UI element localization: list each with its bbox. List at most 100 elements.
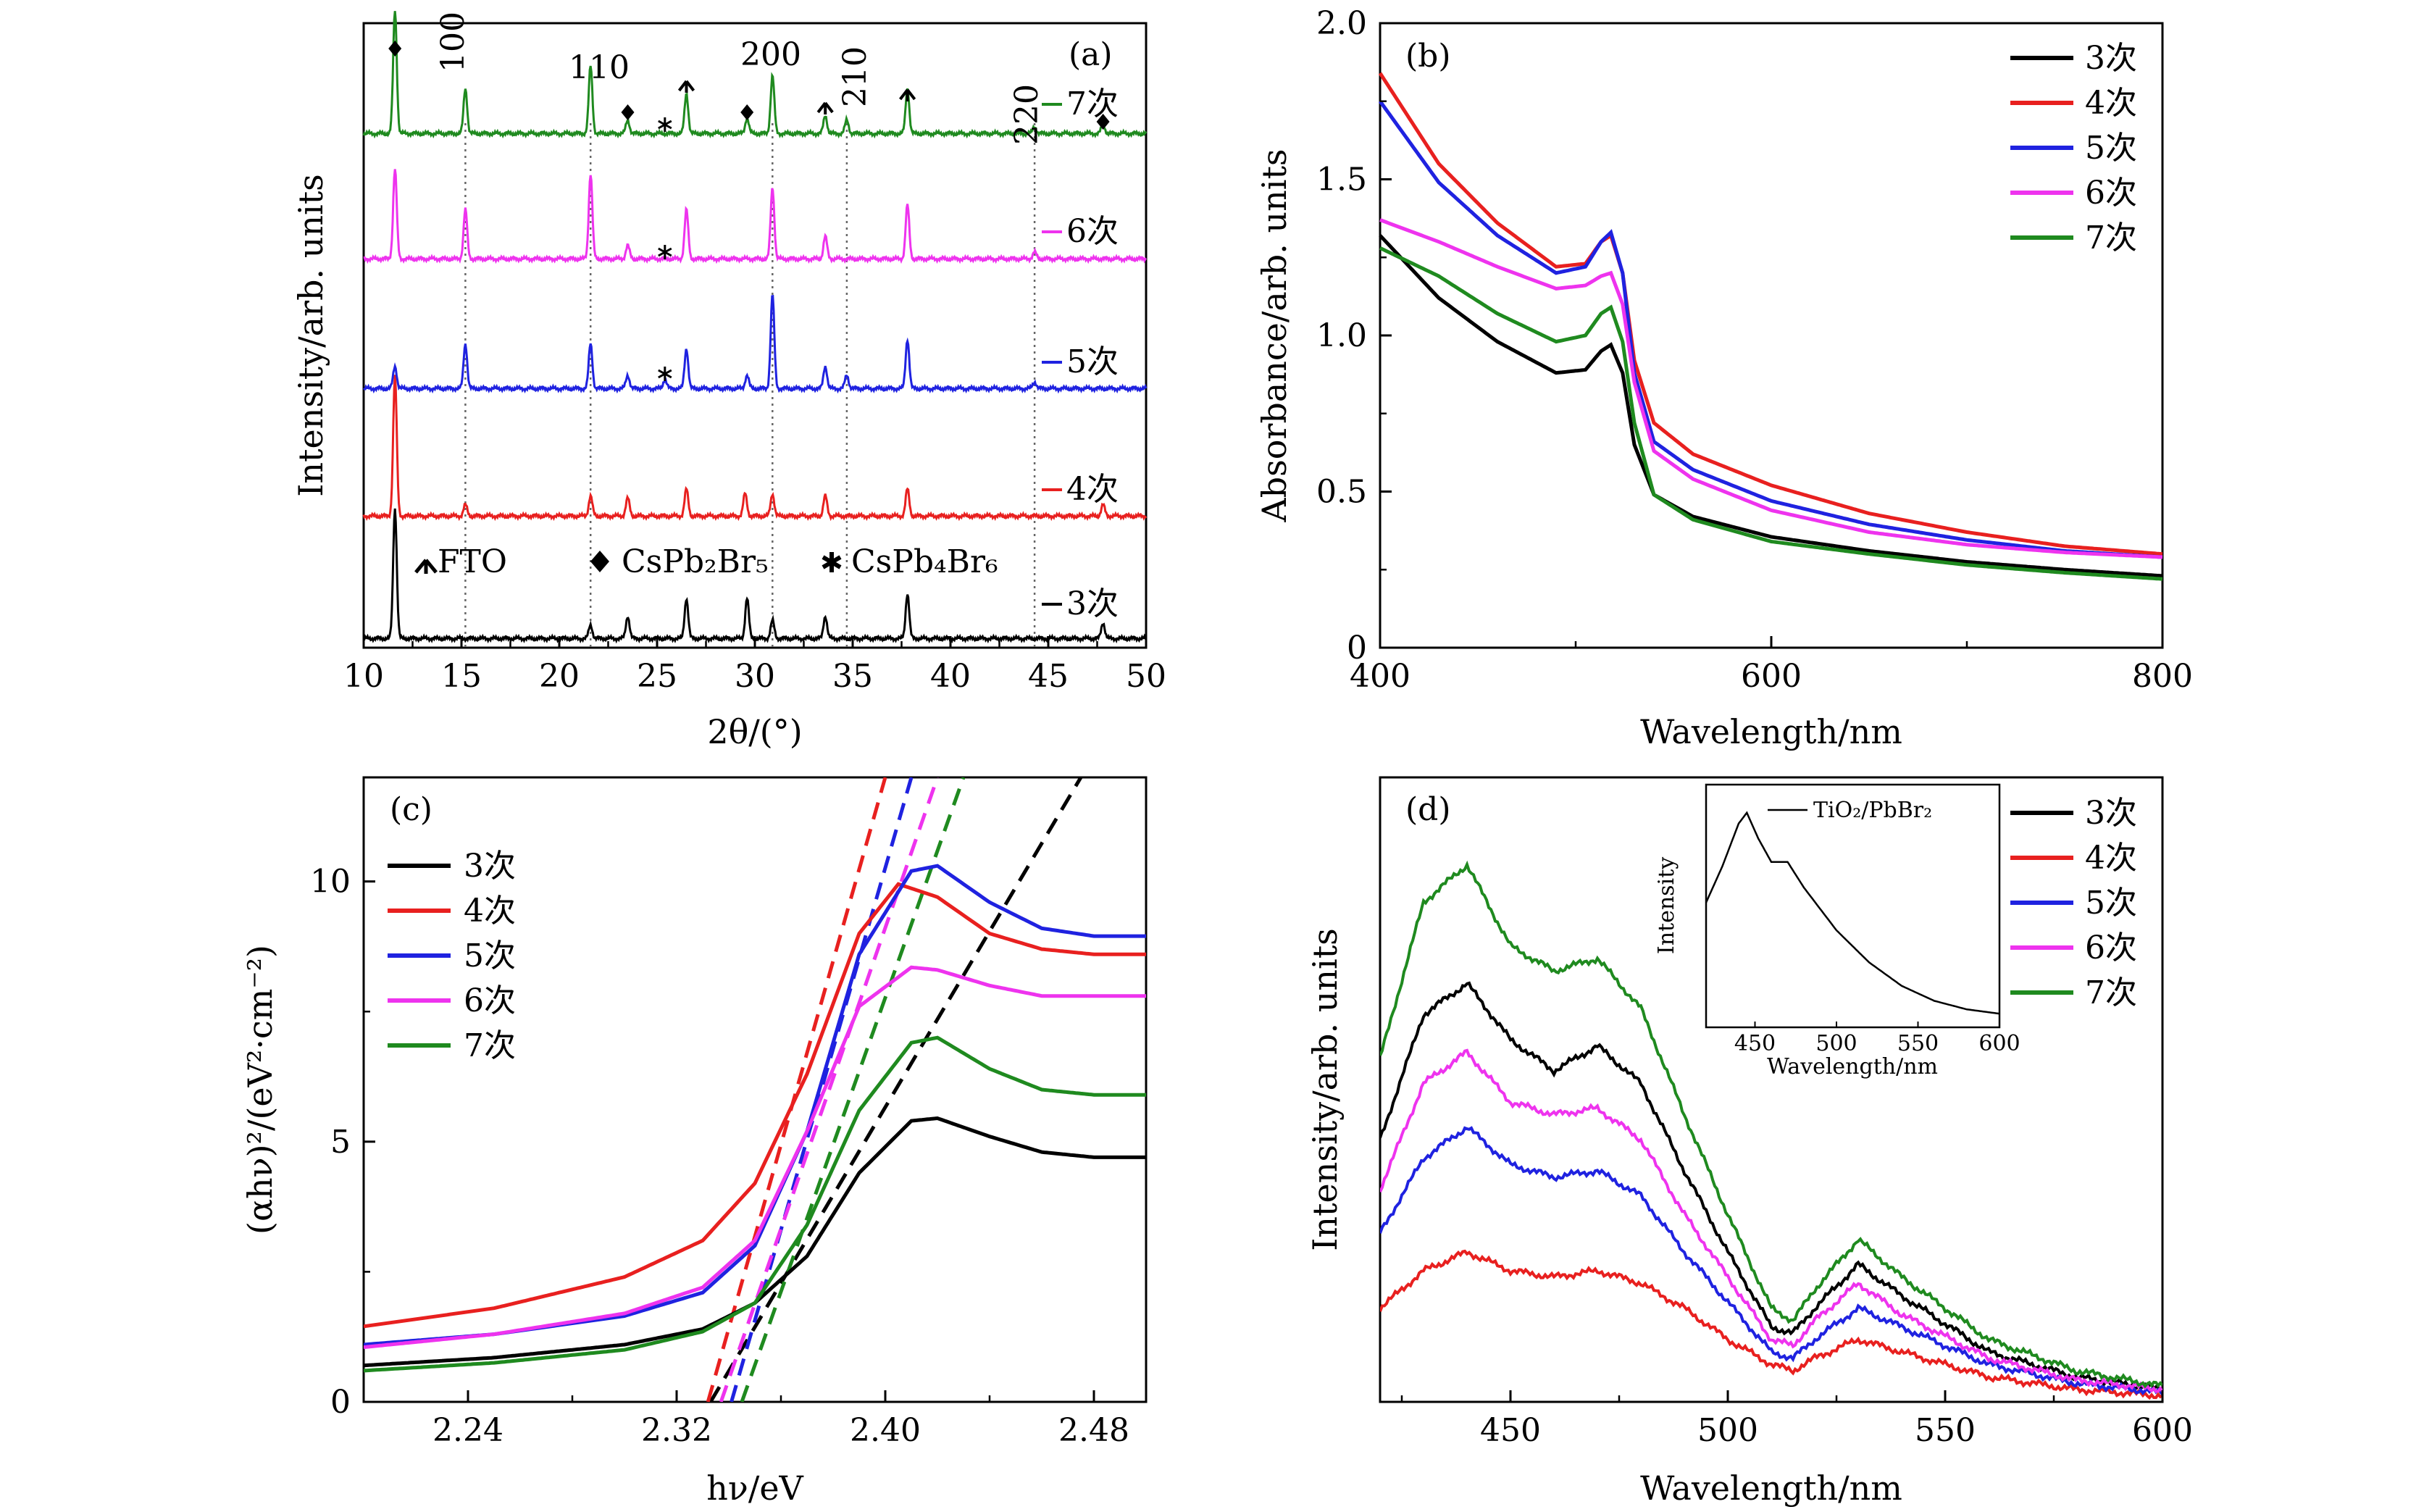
- panel-a-x-ticks: 10 15 20 25 30 35 40 45 50: [343, 636, 1166, 695]
- panel-a-phase-markers: [388, 41, 1110, 381]
- panel-b-legend: 3次 4次 5次 6次 7次: [2010, 40, 2137, 256]
- y-tick-label: 10: [310, 864, 351, 901]
- panel-d-ticks: 450 500 550 600: [1400, 1390, 2193, 1449]
- tangent-line: [706, 777, 887, 1402]
- panel-c-tangent-lines: [706, 777, 1083, 1402]
- x-tick-label: 20: [539, 658, 580, 695]
- x-tick-label: 450: [1480, 1412, 1541, 1449]
- legend-fto-label: FTO: [438, 543, 507, 580]
- cspb2br5-marker: [740, 104, 754, 120]
- series-3次-absorbance: [1379, 234, 2163, 578]
- x-tick-label: 2.24: [432, 1412, 503, 1449]
- legend-cspb4br6-label: CsPb₄Br₆: [851, 543, 998, 580]
- x-tick-label: 15: [441, 658, 482, 695]
- legend-label: 7次: [464, 1027, 516, 1064]
- panel-a-curve-labels: 7次 6次 5次 4次 3次: [1042, 85, 1119, 622]
- series-5次-pattern: [362, 294, 1148, 394]
- inset-ylabel: Intensity: [1654, 857, 1679, 954]
- legend-label: 5次: [2085, 130, 2137, 167]
- tangent-line: [709, 777, 1083, 1402]
- series-5次-absorbance: [1378, 100, 2163, 559]
- tangent-line: [730, 777, 914, 1402]
- legend-label: 4次: [2085, 840, 2137, 877]
- series-6次-pl: [1380, 1048, 2162, 1393]
- legend-label: 3次: [464, 848, 516, 885]
- cspb4br6-marker: [658, 117, 672, 132]
- cspb2br5-marker: [1096, 114, 1110, 130]
- series-4次-pl: [1380, 1249, 2162, 1400]
- panel-c-tauc: (c) 2.24 2.32 2.40 2.48 0 5 10 3次 4次 5次 6次 7次 hν/e…: [241, 776, 1148, 1508]
- series-4次-pattern: [362, 375, 1148, 522]
- legend-label: 6次: [2085, 930, 2137, 966]
- panel-c-series: [364, 864, 1146, 1373]
- x-tick-label: 40: [930, 658, 971, 695]
- series-5次-pl: [1380, 1126, 2162, 1395]
- panel-c-xlabel: hν/eV: [706, 1469, 803, 1508]
- peak-label-210: 210: [837, 46, 874, 107]
- x-tick-label: 30: [735, 658, 775, 695]
- x-tick-label: 2.48: [1058, 1412, 1129, 1449]
- inset-xlabel: Wavelength/nm: [1767, 1054, 1938, 1079]
- panel-b-ylabel: Absorbance/arb. units: [1255, 149, 1294, 522]
- x-tick-label: 50: [1126, 658, 1166, 695]
- inset-pl-curve: [1705, 811, 2000, 1015]
- legend-label: 7次: [2085, 974, 2137, 1011]
- series-6次-absorbance: [1379, 218, 2163, 559]
- peak-label-110: 110: [569, 49, 630, 86]
- panel-d-legend: 3次 4次 5次 6次 7次: [2010, 795, 2137, 1011]
- cspb4br6-marker: [658, 367, 672, 381]
- cspb4br6-marker-icon: [822, 552, 842, 572]
- legend-label: 4次: [464, 893, 516, 930]
- y-tick-label: 5: [330, 1124, 351, 1161]
- y-tick-label: 0.5: [1316, 474, 1367, 511]
- panel-a-reflection-guides: [464, 123, 1036, 648]
- cspb4br6-marker: [658, 245, 672, 259]
- x-tick-label: 10: [343, 658, 384, 695]
- y-tick-label: 1.5: [1316, 162, 1367, 199]
- panel-d-inset: 450 500 550 600 TiO₂/PbBr₂ Wavelength/nm In…: [1654, 783, 2020, 1079]
- inset-x-tick-label: 450: [1734, 1031, 1776, 1056]
- y-tick-label: 0: [1347, 630, 1367, 667]
- series-7次-pl: [1380, 860, 2162, 1389]
- fto-marker-icon: [414, 559, 438, 574]
- legend-cspb2br5-label: CsPb₂Br₅: [622, 543, 769, 580]
- panel-b-label: (b): [1405, 38, 1451, 75]
- panel-d-series: [1380, 860, 2162, 1400]
- x-tick-label: 500: [1697, 1412, 1758, 1449]
- x-tick-label: 400: [1350, 658, 1410, 695]
- x-tick-label: 2.40: [850, 1412, 921, 1449]
- panel-d-ylabel: Intensity/arb. units: [1305, 928, 1345, 1251]
- inset-x-tick-label: 550: [1897, 1031, 1939, 1056]
- panel-b-series: [1378, 72, 2163, 581]
- fto-marker: [899, 88, 916, 101]
- series-6次-pattern: [363, 169, 1148, 264]
- inset-x-tick-label: 500: [1815, 1031, 1857, 1056]
- legend-label: 7次: [2085, 220, 2137, 256]
- peak-label-220: 220: [1008, 84, 1045, 145]
- fto-marker: [677, 80, 695, 93]
- legend-label: 4次: [2085, 85, 2137, 122]
- legend-label: 3次: [2085, 40, 2137, 77]
- series-4次-tauc: [364, 882, 1146, 1329]
- inset-ticks: 450 500 550 600: [1734, 1022, 2020, 1056]
- curve-label-7: 7次: [1066, 85, 1119, 122]
- panel-b-absorbance: (b) 400 600 800 0 0.5 1.0 1.5 2.0 3次 4次 5次 6次 7次 Wa…: [1255, 5, 2193, 751]
- panel-a-phase-legend: FTO CsPb₂Br₅ CsPb₄Br₆: [414, 543, 998, 580]
- y-tick-label: 2.0: [1316, 5, 1367, 42]
- y-tick-label: 0: [330, 1384, 351, 1421]
- panel-a-xrd: (a) 10 15 20 25 30 35 40 45 50 100 110 200 210 2…: [291, 11, 1166, 751]
- curve-label-3: 3次: [1066, 585, 1119, 622]
- x-tick-label: 35: [832, 658, 873, 695]
- cspb2br5-marker: [388, 41, 402, 57]
- x-tick-label: 45: [1028, 658, 1069, 695]
- panel-d-label: (d): [1405, 791, 1451, 828]
- panel-a-peak-labels: 100 110 200 210 220: [435, 12, 1045, 145]
- legend-label: 6次: [464, 982, 516, 1019]
- series-7次-absorbance: [1379, 246, 2163, 581]
- cspb2br5-marker-icon: [590, 551, 609, 572]
- panel-c-ticks: 2.24 2.32 2.40 2.48 0 5 10: [310, 864, 1129, 1449]
- panel-c-ylabel: (αhν)²/(eV²·cm⁻²): [241, 945, 280, 1235]
- legend-label: 3次: [2085, 795, 2137, 832]
- curve-label-4: 4次: [1066, 471, 1119, 508]
- curve-label-6: 6次: [1066, 213, 1119, 250]
